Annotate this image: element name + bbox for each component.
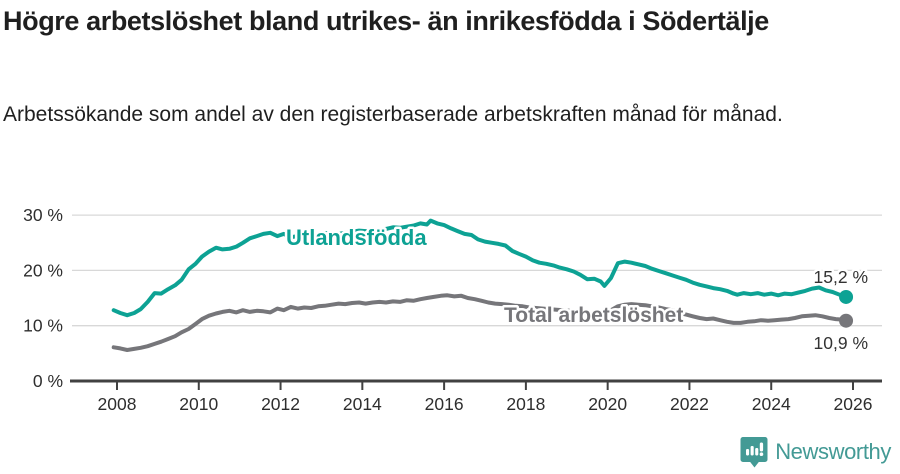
y-axis-tick-label: 20 % [23, 260, 63, 280]
line-chart: 0 % 10 % 20 % 30 % 2008 2010 2012 2014 2016 2018 2… [23, 205, 882, 414]
y-axis-tick-label: 30 % [23, 205, 63, 225]
x-axis-tick-label: 2016 [425, 394, 464, 414]
x-axis-tick-label: 2010 [179, 394, 218, 414]
chart-plot-area: 0 % 10 % 20 % 30 % 2008 2010 2012 2014 2016 2018 2… [23, 205, 882, 414]
end-value-label-total: 10,9 % [814, 333, 868, 353]
series-label-utlandsfodda: Utlandsfödda [286, 225, 427, 250]
x-axis-tick-label: 2026 [834, 394, 873, 414]
series-line-utlandsfodda [111, 218, 849, 318]
page-title: Högre arbetslöshet bland utrikes- än inr… [3, 6, 769, 36]
y-axis-tick-label: 10 % [23, 316, 63, 336]
x-axis-tick-label: 2024 [752, 394, 791, 414]
brand-name: Newsworthy [775, 439, 891, 464]
series-end-dot [839, 289, 854, 304]
x-axis-tick-label: 2014 [343, 394, 382, 414]
series-line-total [111, 293, 849, 352]
end-value-label-utlandsfodda: 15,2 % [814, 267, 868, 287]
x-axis-tick-label: 2020 [588, 394, 627, 414]
x-axis-tick-label: 2022 [670, 394, 709, 414]
series-end-dot [839, 313, 854, 328]
x-axis-tick-label: 2018 [506, 394, 545, 414]
x-axis-tick-label: 2012 [261, 394, 300, 414]
y-axis-tick-label: 0 % [33, 371, 63, 391]
x-axis-tick-label: 2008 [98, 394, 137, 414]
bar-chart-speech-bubble-icon [740, 437, 768, 468]
newsworthy-logo: Newsworthy [740, 436, 891, 468]
series-label-total: Total arbetslöshet [504, 304, 683, 327]
chart-subtitle: Arbetssökande som andel av den registerb… [3, 103, 783, 126]
